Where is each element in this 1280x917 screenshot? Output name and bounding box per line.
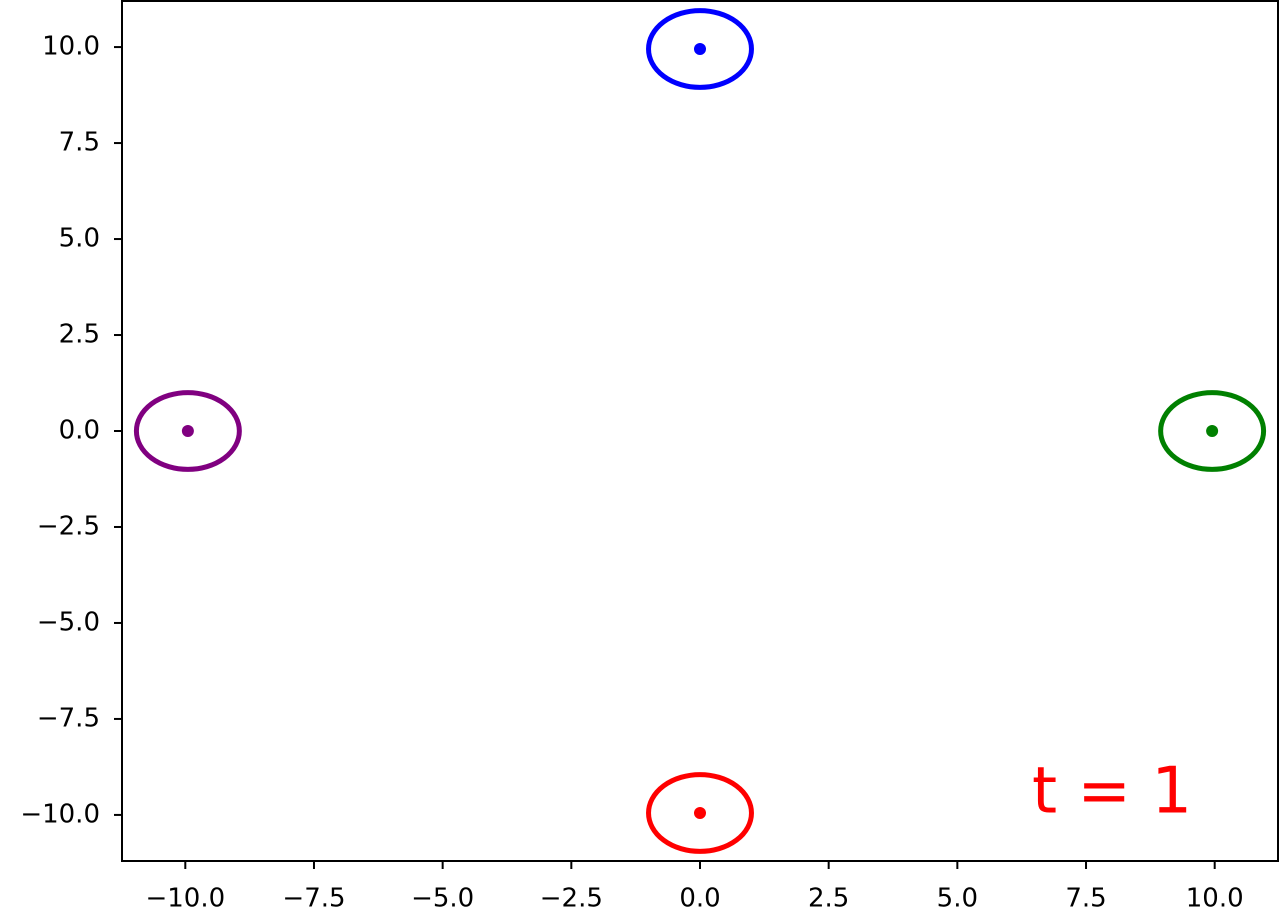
x-tick-label: 2.5 [808, 884, 849, 914]
point [694, 42, 706, 55]
x-tick-label: 7.5 [1065, 884, 1106, 914]
x-tick-label: −2.5 [540, 884, 603, 914]
annotation: t = 1 [1032, 755, 1192, 829]
point [1206, 425, 1219, 437]
y-tick-label: −2.5 [37, 511, 100, 541]
x-tick-label: −10.0 [145, 884, 225, 914]
x-tick-label: −5.0 [411, 884, 474, 914]
y-tick-label: 2.5 [59, 320, 100, 350]
x-tick-label: 10.0 [1186, 884, 1244, 914]
y-tick-label: 5.0 [59, 224, 100, 254]
x-tick-label: −7.5 [282, 884, 345, 914]
point [694, 807, 706, 820]
x-tick-label: 0.0 [679, 884, 720, 914]
ring [646, 8, 754, 90]
point [181, 425, 194, 437]
x-tick-label: 5.0 [937, 884, 978, 914]
y-tick-label: −5.0 [37, 607, 100, 637]
y-tick-label: −7.5 [37, 703, 100, 733]
ring [133, 390, 242, 472]
ring [646, 772, 754, 854]
y-tick-label: 10.0 [42, 32, 100, 62]
plot-frame [121, 0, 1279, 862]
ring [1158, 390, 1267, 472]
y-tick-label: −10.0 [20, 799, 100, 829]
y-tick-label: 0.0 [59, 416, 100, 446]
y-tick-label: 7.5 [59, 128, 100, 158]
